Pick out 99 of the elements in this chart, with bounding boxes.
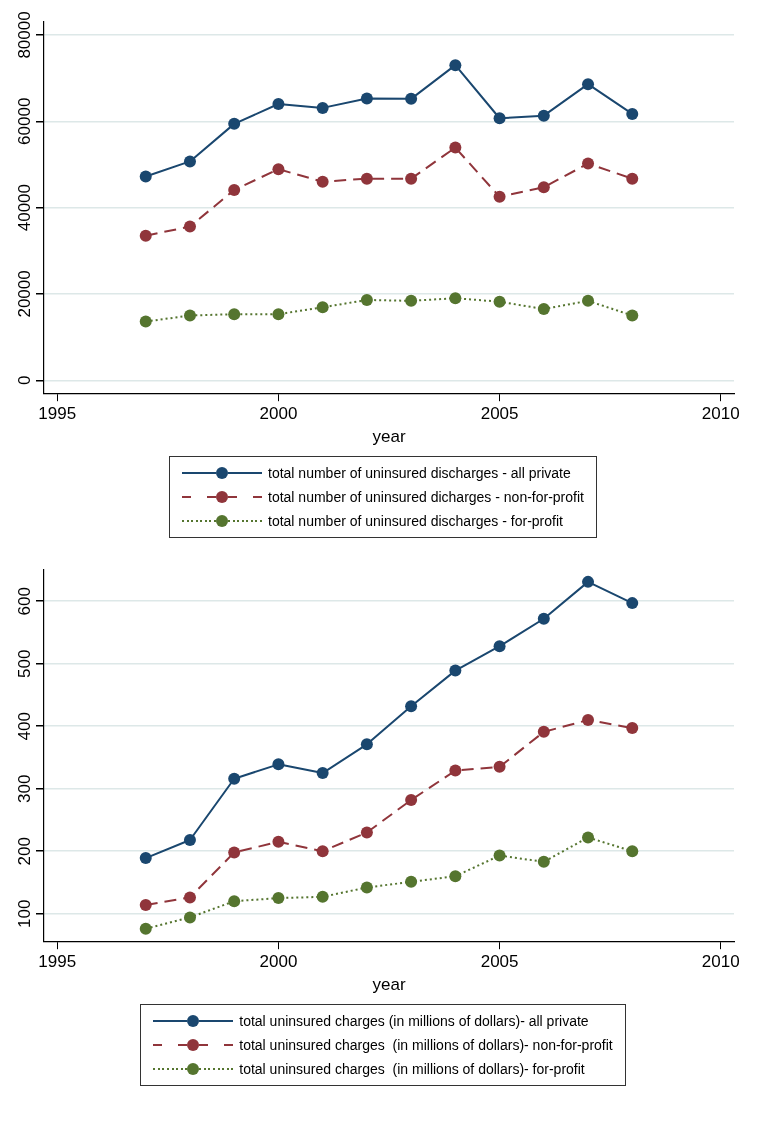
point: [183, 220, 196, 233]
point: [139, 315, 152, 328]
point: [405, 875, 418, 888]
point: [537, 612, 550, 625]
point: [449, 292, 462, 305]
point: [537, 181, 550, 194]
point: [183, 155, 196, 168]
y-tick-label: 20000: [15, 270, 35, 318]
point: [139, 898, 152, 911]
point: [183, 911, 196, 924]
point: [537, 725, 550, 738]
point: [183, 309, 196, 322]
legend-label: total number of uninsured dicharges - non-for-profit: [268, 489, 584, 505]
point: [493, 760, 506, 773]
point: [626, 597, 639, 610]
point: [626, 845, 639, 858]
legend-label: total number of uninsured discharges - for-profit: [268, 513, 563, 529]
point: [272, 163, 285, 176]
point: [582, 713, 595, 726]
legend-label: total number of uninsured discharges - all private: [268, 465, 571, 481]
point: [360, 881, 373, 894]
y-tick-label: 300: [15, 774, 35, 803]
point: [360, 293, 373, 306]
point: [360, 172, 373, 185]
legend-label: total uninsured charges (in millions of dollars)- for-profit: [239, 1061, 585, 1077]
point: [537, 109, 550, 122]
y-tick-label: 0: [15, 375, 35, 385]
y-tick-label: 40000: [15, 183, 35, 232]
x-tick-label: 1995: [38, 952, 77, 972]
point: [316, 101, 329, 114]
point: [626, 107, 639, 120]
y-tick-label: 200: [15, 837, 35, 866]
x-tick-label: 2000: [259, 404, 298, 424]
y-tick-label: 60000: [15, 97, 35, 145]
point: [360, 738, 373, 751]
y-tick-label: 400: [15, 712, 35, 741]
legend-label: total uninsured charges (in millions of dollars)- non-for-profit: [239, 1037, 613, 1053]
point: [139, 852, 152, 865]
point: [272, 308, 285, 321]
point: [316, 175, 329, 188]
point: [272, 835, 285, 848]
x-tick-label: 2005: [480, 404, 519, 424]
y-tick-label: 600: [15, 587, 35, 616]
x-tick-label: 2005: [480, 952, 519, 972]
point: [449, 764, 462, 777]
point: [228, 117, 241, 130]
legend-label: total uninsured charges (in millions of dollars)- all private: [239, 1013, 589, 1029]
point: [316, 767, 329, 780]
point: [537, 303, 550, 316]
point: [228, 308, 241, 321]
point: [582, 78, 595, 91]
point: [139, 170, 152, 183]
point: [405, 172, 418, 185]
point: [493, 849, 506, 862]
point: [316, 845, 329, 858]
point: [582, 575, 595, 588]
point: [228, 846, 241, 859]
point: [449, 664, 462, 677]
point: [626, 172, 639, 185]
point: [626, 309, 639, 322]
y-tick-label: 80000: [15, 11, 35, 59]
x-axis-title: year: [372, 975, 406, 995]
point: [272, 98, 285, 111]
point: [493, 640, 506, 653]
point: [183, 833, 196, 846]
point: [228, 183, 241, 196]
point: [493, 112, 506, 125]
y-tick-label: 500: [15, 649, 35, 678]
point: [360, 826, 373, 839]
point: [316, 890, 329, 903]
point: [272, 892, 285, 905]
x-tick-label: 2010: [701, 952, 740, 972]
point: [493, 295, 506, 308]
point: [537, 855, 550, 868]
point: [228, 895, 241, 908]
x-axis-title: year: [372, 427, 406, 447]
x-tick-label: 2000: [259, 952, 298, 972]
point: [449, 59, 462, 72]
point: [582, 831, 595, 844]
point: [228, 772, 241, 785]
point: [183, 891, 196, 904]
point: [449, 870, 462, 883]
point: [582, 294, 595, 307]
point: [139, 229, 152, 242]
point: [582, 157, 595, 170]
point: [139, 922, 152, 935]
point: [272, 758, 285, 771]
point: [405, 700, 418, 713]
point: [316, 301, 329, 314]
x-tick-label: 1995: [38, 404, 77, 424]
point: [493, 190, 506, 203]
x-tick-label: 2010: [701, 404, 740, 424]
point: [405, 793, 418, 806]
point: [360, 92, 373, 105]
point: [405, 92, 418, 105]
y-tick-label: 100: [15, 899, 35, 928]
point: [449, 141, 462, 154]
point: [405, 294, 418, 307]
point: [626, 722, 639, 735]
